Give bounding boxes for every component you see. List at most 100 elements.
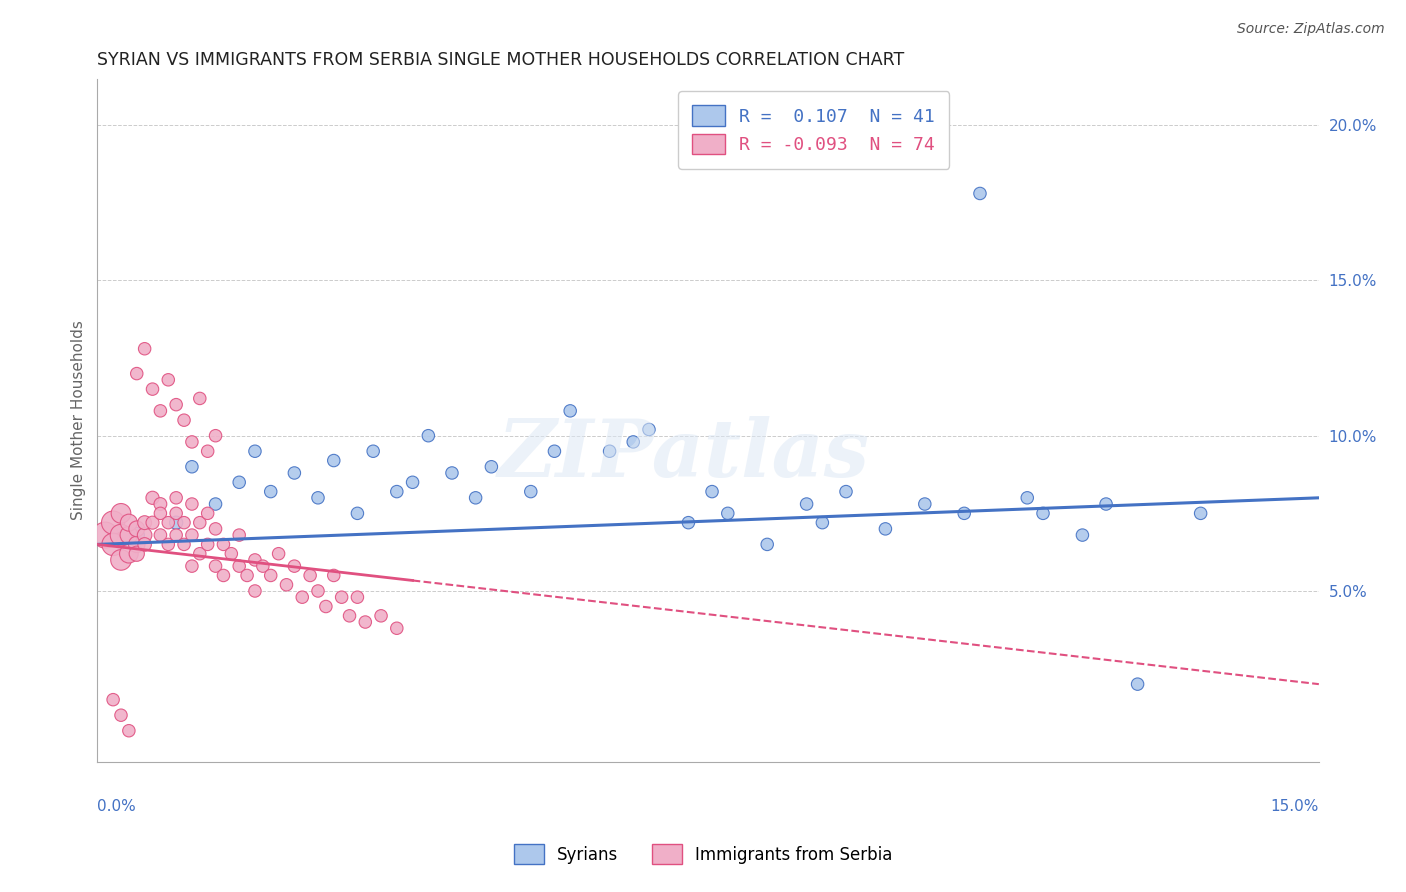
Point — [118, 547, 141, 561]
Point — [520, 484, 543, 499]
Legend: R =  0.107  N = 41, R = -0.093  N = 74: R = 0.107 N = 41, R = -0.093 N = 74 — [678, 91, 949, 169]
Point — [346, 590, 368, 604]
Point — [101, 516, 124, 530]
Point — [322, 568, 344, 582]
Point — [204, 522, 226, 536]
Point — [315, 599, 337, 614]
Point — [717, 506, 740, 520]
Point — [243, 444, 266, 458]
Point — [236, 568, 259, 582]
Point — [180, 528, 202, 542]
Point — [1017, 491, 1039, 505]
Point — [157, 537, 180, 551]
Point — [346, 506, 368, 520]
Point — [110, 708, 132, 723]
Point — [1095, 497, 1118, 511]
Point — [464, 491, 486, 505]
Point — [260, 484, 283, 499]
Point — [599, 444, 621, 458]
Point — [543, 444, 565, 458]
Point — [276, 578, 298, 592]
Legend: Syrians, Immigrants from Serbia: Syrians, Immigrants from Serbia — [508, 838, 898, 871]
Point — [267, 547, 290, 561]
Point — [118, 516, 141, 530]
Point — [361, 444, 384, 458]
Point — [1126, 677, 1149, 691]
Point — [228, 528, 250, 542]
Point — [621, 434, 644, 449]
Point — [212, 537, 235, 551]
Point — [141, 382, 163, 396]
Point — [110, 506, 132, 520]
Text: Source: ZipAtlas.com: Source: ZipAtlas.com — [1237, 22, 1385, 37]
Point — [197, 537, 219, 551]
Point — [221, 547, 243, 561]
Point — [204, 559, 226, 574]
Point — [322, 453, 344, 467]
Point — [307, 491, 329, 505]
Point — [953, 506, 976, 520]
Point — [252, 559, 274, 574]
Point — [204, 428, 226, 442]
Point — [835, 484, 858, 499]
Point — [260, 568, 283, 582]
Point — [638, 422, 661, 436]
Point — [165, 516, 187, 530]
Point — [969, 186, 991, 201]
Point — [228, 475, 250, 490]
Point — [180, 559, 202, 574]
Point — [125, 537, 148, 551]
Point — [125, 528, 148, 542]
Text: ZIPatlas: ZIPatlas — [498, 416, 870, 493]
Point — [101, 537, 124, 551]
Point — [197, 506, 219, 520]
Point — [385, 484, 408, 499]
Point — [243, 553, 266, 567]
Point — [385, 621, 408, 635]
Point — [370, 608, 392, 623]
Point — [401, 475, 423, 490]
Point — [118, 528, 141, 542]
Point — [228, 559, 250, 574]
Point — [110, 553, 132, 567]
Point — [141, 516, 163, 530]
Point — [560, 404, 582, 418]
Point — [134, 528, 156, 542]
Point — [188, 392, 211, 406]
Point — [299, 568, 322, 582]
Point — [157, 516, 180, 530]
Point — [110, 528, 132, 542]
Point — [914, 497, 936, 511]
Point — [173, 537, 195, 551]
Point — [165, 491, 187, 505]
Point — [700, 484, 723, 499]
Point — [875, 522, 897, 536]
Point — [125, 367, 148, 381]
Point — [212, 568, 235, 582]
Point — [134, 516, 156, 530]
Y-axis label: Single Mother Households: Single Mother Households — [72, 320, 86, 520]
Point — [1071, 528, 1094, 542]
Point — [188, 516, 211, 530]
Text: 0.0%: 0.0% — [97, 799, 136, 814]
Point — [134, 537, 156, 551]
Point — [283, 466, 305, 480]
Point — [157, 373, 180, 387]
Point — [125, 522, 148, 536]
Point — [180, 434, 202, 449]
Point — [149, 506, 172, 520]
Point — [418, 428, 440, 442]
Point — [149, 528, 172, 542]
Point — [1032, 506, 1054, 520]
Point — [173, 413, 195, 427]
Point — [149, 497, 172, 511]
Point — [149, 404, 172, 418]
Point — [339, 608, 361, 623]
Point — [330, 590, 353, 604]
Point — [678, 516, 700, 530]
Point — [307, 584, 329, 599]
Point — [283, 559, 305, 574]
Point — [180, 459, 202, 474]
Point — [165, 398, 187, 412]
Point — [479, 459, 502, 474]
